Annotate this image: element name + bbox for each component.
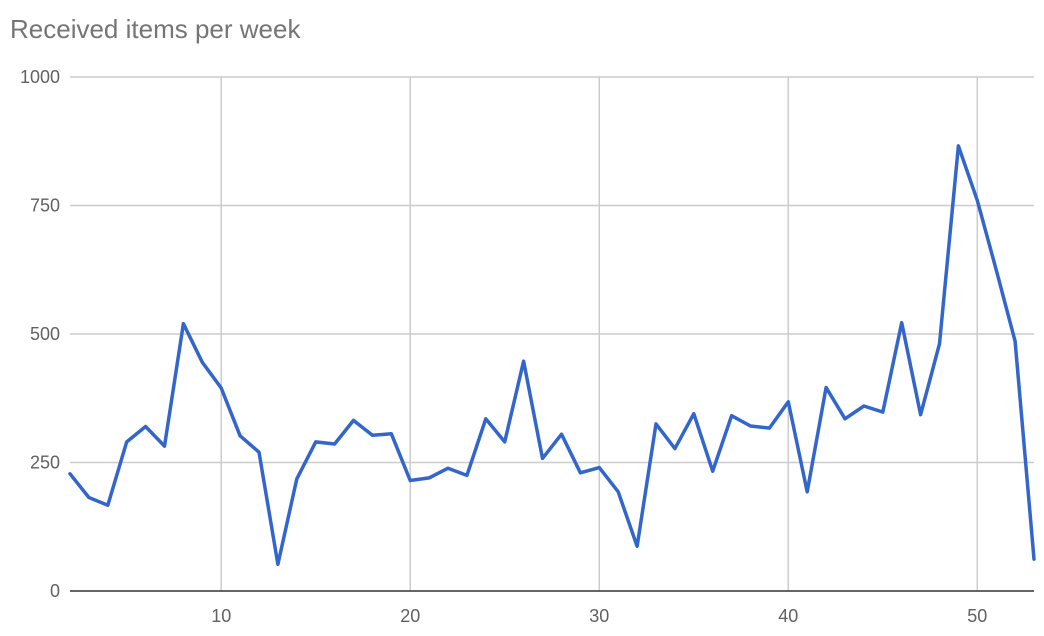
- x-tick-label: 30: [589, 606, 609, 626]
- y-tick-label: 250: [30, 453, 60, 473]
- y-tick-label: 750: [30, 196, 60, 216]
- tick-labels: 0 250 500 750 1000 10 20 30 40 50: [20, 67, 987, 626]
- x-tick-label: 50: [967, 606, 987, 626]
- y-tick-label: 1000: [20, 67, 60, 87]
- y-tick-label: 0: [50, 581, 60, 601]
- y-tick-label: 500: [30, 324, 60, 344]
- x-tick-label: 40: [778, 606, 798, 626]
- x-tick-label: 10: [211, 606, 231, 626]
- chart-title: Received items per week: [10, 14, 301, 44]
- series-line: [68, 144, 1036, 567]
- x-tick-label: 20: [400, 606, 420, 626]
- series-layer: [68, 144, 1036, 567]
- gridlines: [70, 76, 1034, 591]
